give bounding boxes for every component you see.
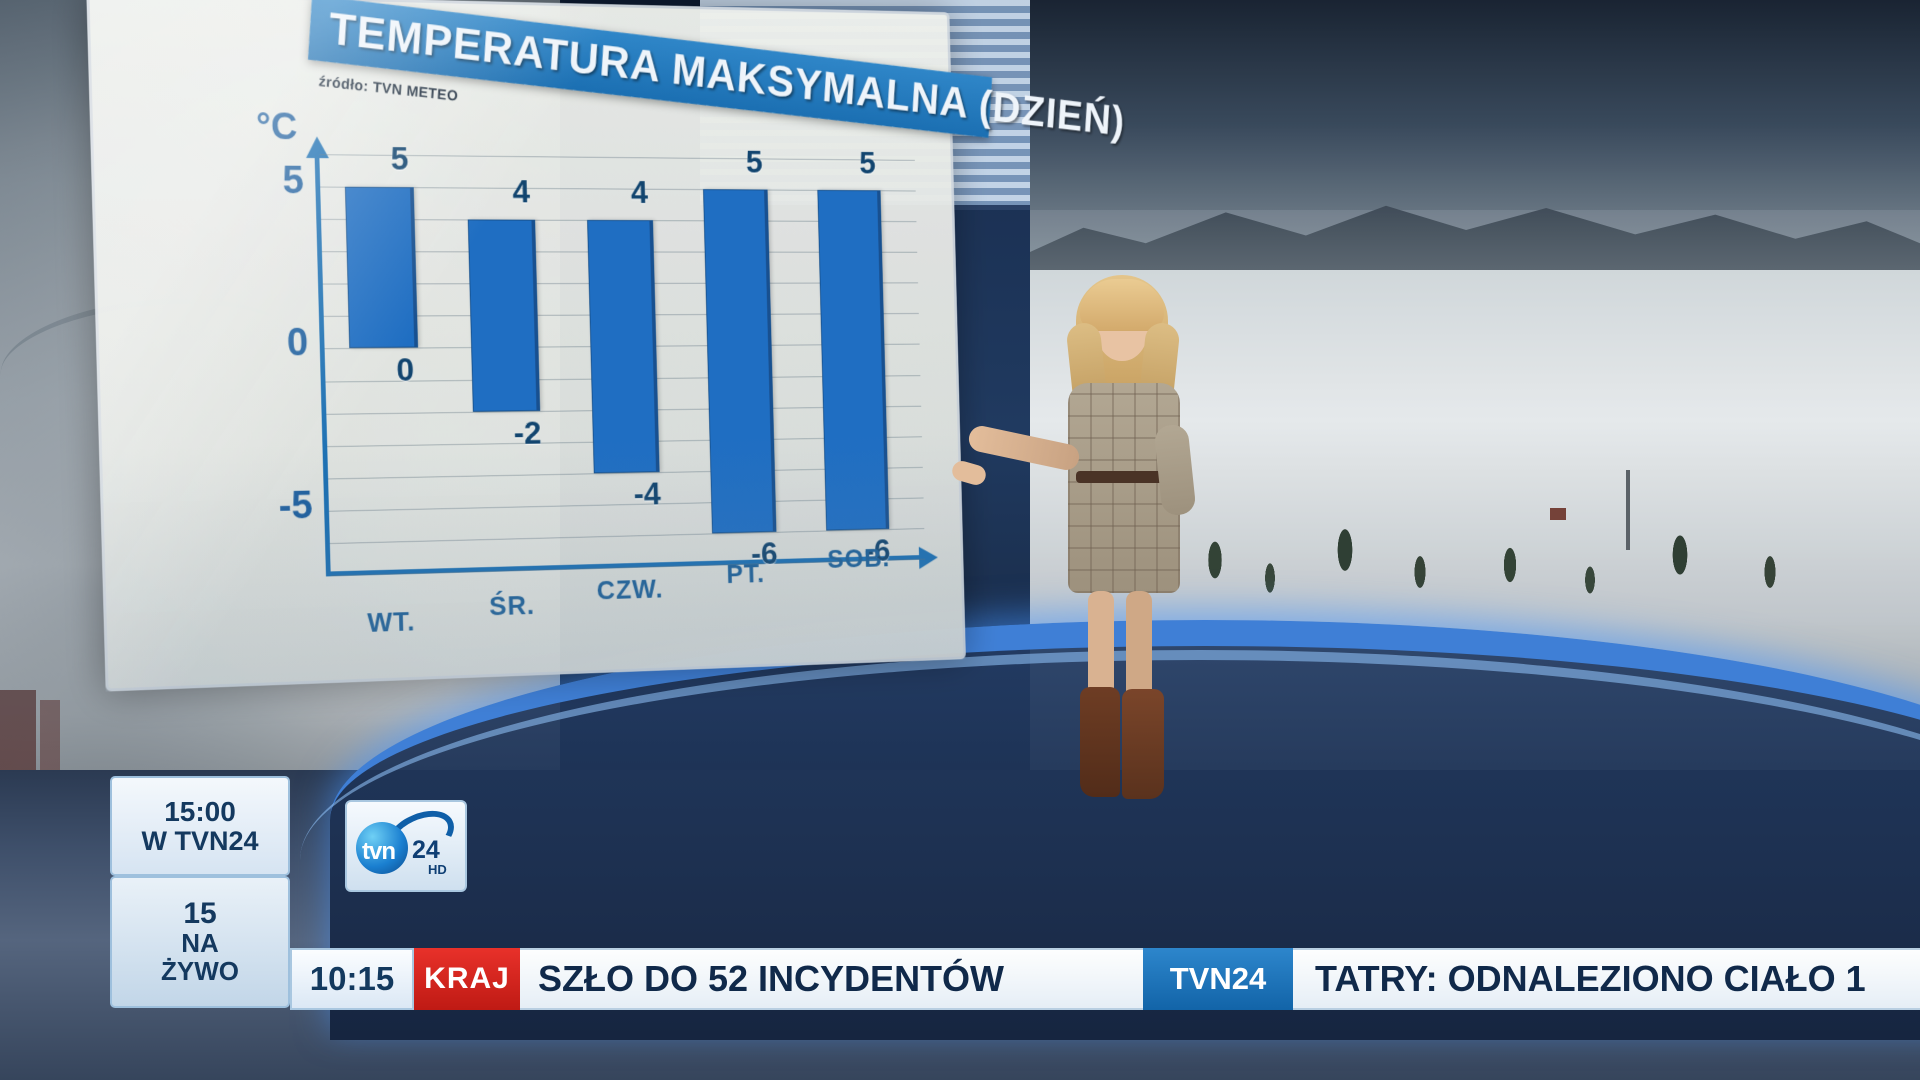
y-axis-unit-label: °C (255, 106, 298, 149)
x-axis-day-label: CZW. (596, 573, 664, 606)
bar-śr (468, 219, 541, 412)
y-axis-tick-label: 5 (281, 158, 305, 203)
bar-max-label: 5 (745, 144, 763, 181)
ticker-headline-1: SZŁO DO 52 INCYDENTÓW (520, 948, 1143, 1010)
promo-time: 15:00 (164, 796, 236, 828)
live-badge-line2: ŻYWO (161, 956, 239, 986)
x-axis-day-label: SOB. (827, 542, 891, 574)
bar-max-label: 5 (390, 140, 409, 178)
live-badge-line1: NA (181, 928, 219, 959)
mountain-hut (1550, 508, 1566, 520)
logo-globe-icon (356, 822, 408, 874)
bar-max-label: 4 (630, 174, 649, 211)
presenter-boot-left (1080, 687, 1120, 797)
bar-pt (703, 189, 777, 534)
y-axis-tick-label: -5 (277, 483, 314, 528)
bar-min-label: -2 (513, 414, 542, 452)
bar-max-label: 5 (858, 145, 877, 182)
ticker-brand-tag: TVN24 (1143, 948, 1293, 1010)
promo-channel: W TVN24 (141, 825, 259, 856)
news-ticker: 10:15 KRAJ SZŁO DO 52 INCYDENTÓW TVN24 T… (290, 948, 1920, 1010)
bar-czw (587, 220, 660, 474)
presenter-boot-right (1122, 689, 1164, 799)
presenter (949, 275, 1220, 805)
mountain-sky (1030, 0, 1920, 210)
gridline (329, 528, 925, 544)
bar-max-label: 4 (511, 173, 531, 211)
bar-wt (345, 186, 419, 349)
ticker-clock: 10:15 (290, 948, 414, 1010)
x-axis-day-label: ŚR. (488, 589, 536, 622)
presenter-belt (1076, 471, 1172, 483)
bar-min-label: -4 (633, 475, 662, 513)
snow-marker-1 (0, 690, 36, 770)
presenter-hair-front (1080, 279, 1164, 331)
live-badge-number: 15 (183, 897, 217, 931)
tvn24-logo-icon: tvn 24 HD (354, 800, 462, 878)
logo-number: 24 (412, 836, 440, 864)
y-axis-line (314, 154, 331, 576)
x-axis-arrow-icon (918, 546, 939, 570)
ticker-headline-2: TATRY: ODNALEZIONO CIAŁO 1 (1293, 948, 1920, 1010)
live-badge: 15 NA ŻYWO (110, 876, 290, 1008)
presenter-leg-left (1088, 591, 1114, 703)
bar-sob (817, 189, 890, 531)
x-axis-day-label: PT. (726, 558, 766, 589)
x-axis-day-label: WT. (366, 606, 416, 638)
promo-badge: 15:00 W TVN24 (110, 776, 290, 876)
weather-graphic-panel: °C 5 0 -5 5 0 WT. 4 -2 ŚR. 4 -4 CZW. 5 -6 PT. 5 -6 SOB. … (86, 0, 1126, 692)
snow-marker-2 (40, 700, 60, 770)
mountain-post (1626, 470, 1630, 550)
logo-wordmark: tvn (362, 838, 396, 865)
y-axis-tick-label: 0 (286, 321, 309, 365)
channel-logo-bug: tvn 24 HD (345, 800, 467, 892)
presenter-leg-right (1126, 591, 1152, 703)
bar-min-label: 0 (395, 351, 415, 389)
ticker-category-badge: KRAJ (414, 948, 520, 1010)
logo-hd-tag: HD (428, 862, 447, 877)
mountain-trees (1120, 400, 1840, 600)
temperature-bar-chart: °C 5 0 -5 5 0 WT. 4 -2 ŚR. 4 -4 CZW. 5 -6 PT. 5 -6 SOB. (198, 106, 939, 638)
